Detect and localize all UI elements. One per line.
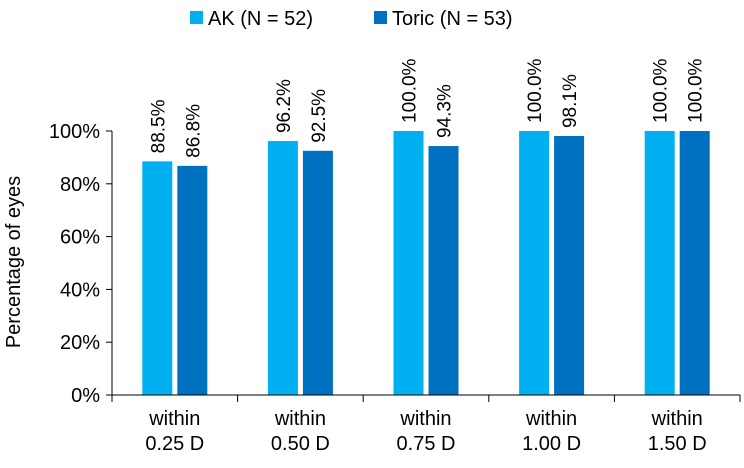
data-label: 100.0% bbox=[686, 58, 707, 123]
x-tick-label-line: within bbox=[148, 408, 200, 430]
bar bbox=[644, 131, 675, 395]
data-label: 96.2% bbox=[274, 79, 295, 133]
bar bbox=[142, 161, 173, 395]
bar bbox=[393, 131, 424, 395]
x-tick-label: within 1.00 D bbox=[522, 408, 581, 455]
x-tick-label-line: 0.25 D bbox=[145, 433, 204, 455]
data-label: 100.0% bbox=[400, 58, 421, 123]
x-tick-label-line: 0.50 D bbox=[271, 433, 330, 455]
y-axis-ticks: 0% 20% 40% 60% 80% 100% bbox=[49, 121, 113, 407]
y-tick-label: 60% bbox=[60, 227, 100, 249]
y-axis-title: Percentage of eyes bbox=[3, 176, 25, 348]
x-tick-label: within 0.75 D bbox=[397, 408, 456, 455]
legend-swatch bbox=[190, 11, 203, 24]
x-tick-label: within 0.25 D bbox=[145, 408, 204, 455]
x-tick-label-line: within bbox=[651, 408, 703, 430]
x-tick-label-line: 1.50 D bbox=[648, 433, 707, 455]
y-tick-label: 100% bbox=[49, 121, 100, 143]
data-label: 88.5% bbox=[148, 99, 169, 153]
bar bbox=[302, 150, 333, 395]
y-tick-label: 0% bbox=[71, 385, 100, 407]
bar bbox=[554, 136, 585, 396]
legend-swatch bbox=[374, 11, 387, 24]
y-tick-label: 80% bbox=[60, 174, 100, 196]
x-tick-label-line: within bbox=[525, 408, 577, 430]
legend-label: Toric (N = 53) bbox=[392, 8, 513, 30]
y-tick-label: 40% bbox=[60, 279, 100, 301]
legend: AK (N = 52) Toric (N = 53) bbox=[190, 8, 513, 30]
x-tick-label: within 0.50 D bbox=[271, 408, 330, 455]
bar bbox=[267, 141, 298, 395]
data-label: 92.5% bbox=[309, 89, 330, 143]
x-tick-label-line: within bbox=[274, 408, 326, 430]
x-tick-label-line: within bbox=[399, 408, 451, 430]
bar bbox=[177, 165, 208, 395]
data-label: 98.1% bbox=[560, 74, 581, 128]
data-label: 94.3% bbox=[435, 84, 456, 138]
y-tick-label: 20% bbox=[60, 332, 100, 354]
data-label: 100.0% bbox=[525, 58, 546, 123]
bar bbox=[679, 131, 710, 395]
bars bbox=[142, 131, 710, 396]
data-labels: 88.5% 96.2% 100.0% 100.0% 100.0% 86.8% 92.5% 94… bbox=[148, 58, 706, 157]
bar bbox=[519, 131, 550, 395]
x-tick-label-line: 1.00 D bbox=[522, 433, 581, 455]
x-tick-label-line: 0.75 D bbox=[397, 433, 456, 455]
bar bbox=[428, 146, 459, 395]
x-tick-label: within 1.50 D bbox=[648, 408, 707, 455]
data-label: 100.0% bbox=[651, 58, 672, 123]
legend-label: AK (N = 52) bbox=[208, 8, 313, 30]
data-label: 86.8% bbox=[183, 104, 204, 158]
